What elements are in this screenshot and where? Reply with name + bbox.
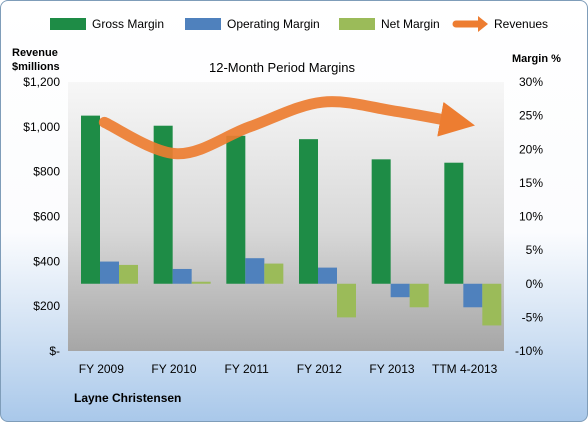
bar-gross-margin-fy-2010 <box>153 125 173 284</box>
category-label: FY 2012 <box>297 362 342 376</box>
left-tick-label: $400 <box>33 254 60 268</box>
left-axis-label-line1: Revenue <box>12 47 58 59</box>
legend-label-revenues: Revenues <box>494 17 548 31</box>
left-tick-label: $- <box>49 344 60 358</box>
bar-net-margin-fy-2011 <box>264 263 284 284</box>
category-label: TTM 4-2013 <box>432 362 498 376</box>
legend: Gross Margin Operating Margin Net Margin Re… <box>50 16 548 32</box>
right-tick-label: 0% <box>526 277 544 291</box>
bar-operating-margin-fy-2011 <box>245 258 265 284</box>
left-tick-label: $200 <box>33 299 60 313</box>
left-axis-ticks: $- $200 $400 $600 $800 $1,000 $1,200 <box>23 75 60 358</box>
revenue-line-layer <box>98 96 475 160</box>
bar-operating-margin-ttm-4-2013 <box>463 283 483 308</box>
bar-net-margin-fy-2009 <box>119 264 138 284</box>
right-tick-label: 15% <box>519 176 543 190</box>
category-labels: FY 2009 FY 2010 FY 2011 FY 2012 FY 2013 TTM 4… <box>79 362 498 376</box>
bars <box>81 115 502 326</box>
right-tick-label: -10% <box>515 344 543 358</box>
author-label: Layne Christensen <box>74 391 181 405</box>
bar-gross-margin-fy-2009 <box>81 115 100 284</box>
bar-net-margin-fy-2010 <box>191 281 211 284</box>
legend-label-gross-margin: Gross Margin <box>92 17 164 31</box>
right-tick-label: 5% <box>526 243 544 257</box>
left-tick-label: $1,200 <box>23 75 60 89</box>
plot-area <box>68 82 504 351</box>
category-label: FY 2013 <box>369 362 414 376</box>
right-tick-label: 30% <box>519 75 543 89</box>
chart-title: 12-Month Period Margins <box>209 60 355 75</box>
bar-net-margin-fy-2013 <box>409 283 429 308</box>
bar-operating-margin-fy-2013 <box>390 283 410 298</box>
bar-gross-margin-fy-2012 <box>299 139 318 284</box>
bar-operating-margin-fy-2009 <box>100 261 119 284</box>
legend-swatch-net-margin <box>339 18 375 30</box>
right-tick-label: 10% <box>519 210 543 224</box>
right-tick-label: 25% <box>519 109 543 123</box>
bar-gross-margin-ttm-4-2013 <box>444 162 464 284</box>
category-label: FY 2010 <box>151 362 196 376</box>
bar-gross-margin-fy-2013 <box>371 159 391 284</box>
legend-arrowhead-revenues <box>478 16 488 32</box>
legend-swatch-operating-margin <box>185 18 221 30</box>
left-tick-label: $600 <box>33 210 60 224</box>
category-label: FY 2009 <box>79 362 124 376</box>
bar-net-margin-fy-2012 <box>337 283 356 318</box>
left-tick-label: $800 <box>33 165 60 179</box>
legend-label-net-margin: Net Margin <box>381 17 440 31</box>
bar-net-margin-ttm-4-2013 <box>482 283 502 326</box>
right-tick-label: -5% <box>522 310 544 324</box>
right-axis-label: Margin % <box>512 53 561 65</box>
bar-operating-margin-fy-2012 <box>318 267 337 284</box>
category-label: FY 2011 <box>225 362 270 376</box>
left-axis-label-line2: $millions <box>12 61 60 73</box>
legend-swatch-gross-margin <box>50 18 86 30</box>
left-tick-label: $1,000 <box>23 120 60 134</box>
bar-operating-margin-fy-2010 <box>172 268 192 284</box>
bar-gross-margin-fy-2011 <box>226 135 246 284</box>
right-tick-label: 20% <box>519 142 543 156</box>
series-line-revenues <box>98 96 475 160</box>
legend-label-operating-margin: Operating Margin <box>227 17 320 31</box>
right-axis-ticks: -10% -5% 0% 5% 10% 15% 20% 25% 30% <box>515 75 543 358</box>
